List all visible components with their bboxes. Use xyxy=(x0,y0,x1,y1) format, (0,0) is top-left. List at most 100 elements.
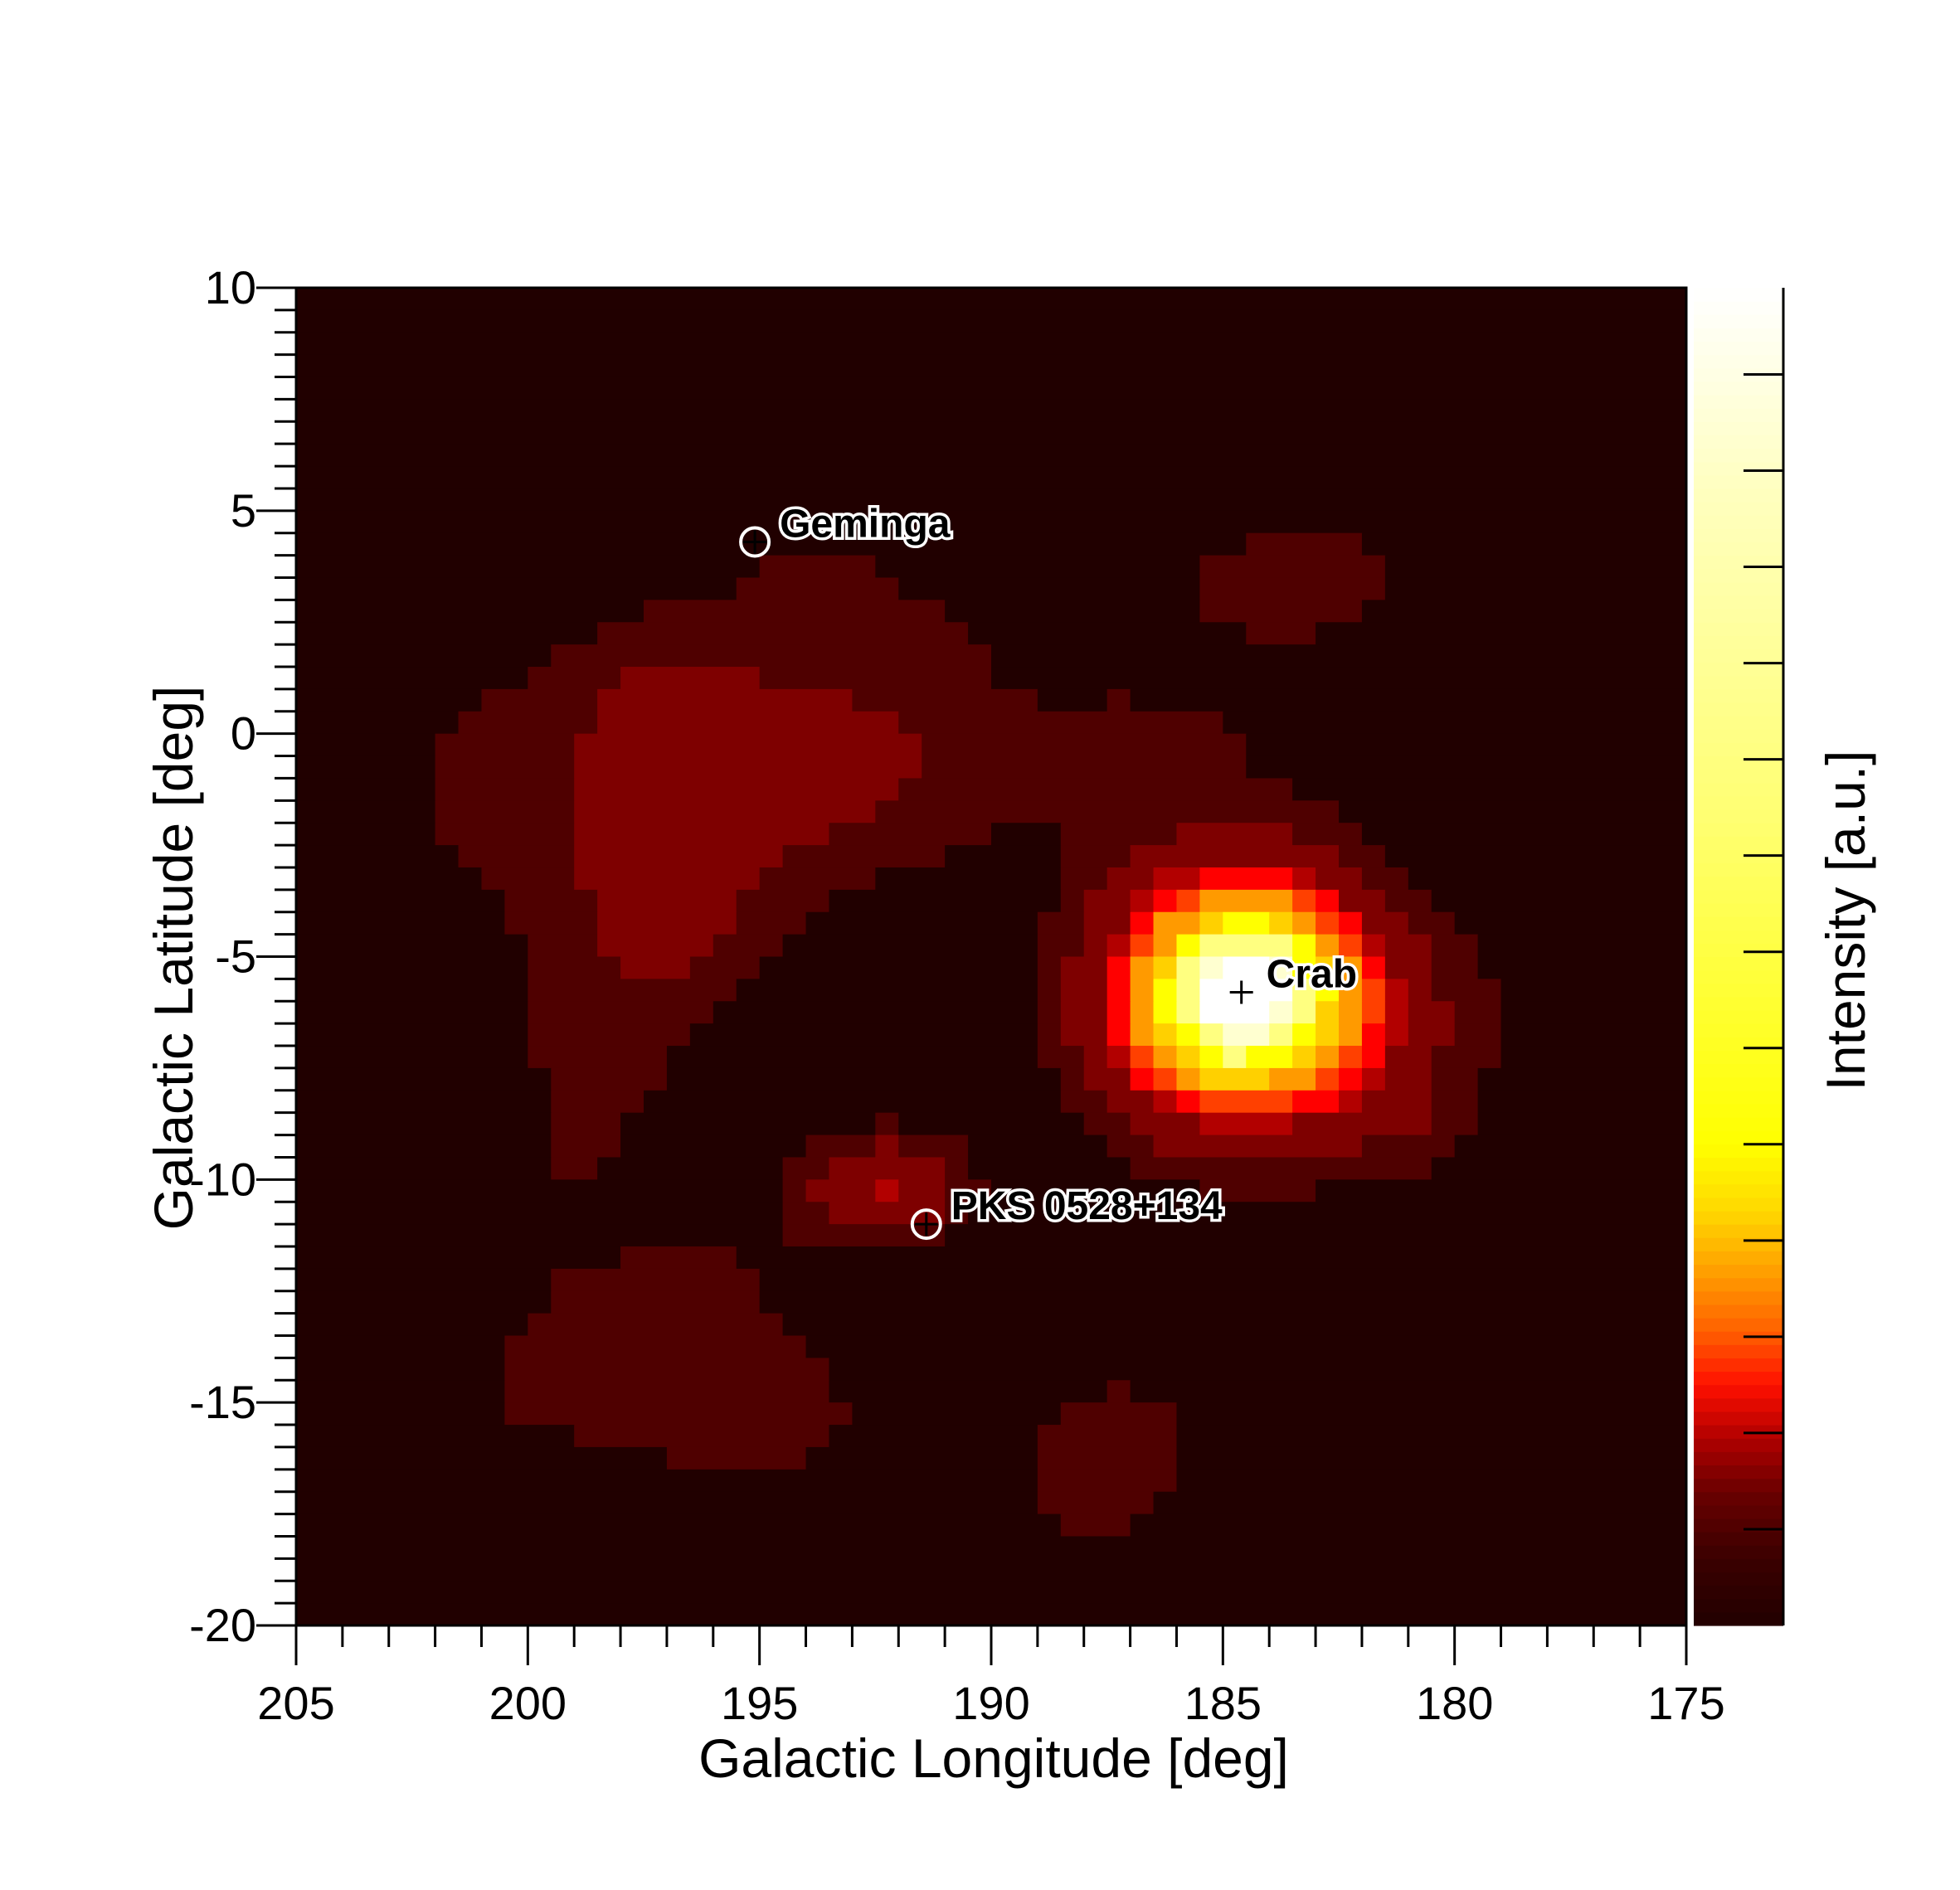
heatmap-cell xyxy=(1408,867,1687,891)
heatmap-cell xyxy=(296,288,1687,311)
heatmap-cell xyxy=(875,1112,899,1136)
heatmap-cell xyxy=(1176,1067,1200,1091)
heatmap-cell xyxy=(574,823,830,846)
colorbar-step xyxy=(1694,862,1783,877)
heatmap-cell xyxy=(1408,979,1432,1002)
colorbar-step xyxy=(1694,381,1783,396)
colorbar-step xyxy=(1694,1491,1783,1506)
source-marker: Geminga xyxy=(739,499,953,558)
heatmap-cell xyxy=(574,800,876,824)
heatmap-cell xyxy=(296,1491,1038,1515)
heatmap-cell xyxy=(759,956,1038,979)
heatmap-cell xyxy=(1176,979,1200,1002)
heatmap-cell xyxy=(296,1268,552,1292)
heatmap-cell xyxy=(1037,1001,1062,1024)
heatmap-cell xyxy=(296,956,528,979)
heatmap-cell xyxy=(1223,956,1270,979)
colorbar-step xyxy=(1694,716,1783,730)
heatmap-cell xyxy=(1316,1067,1340,1091)
heatmap-cell xyxy=(504,1335,807,1358)
heatmap-cell xyxy=(1199,1112,1293,1136)
heatmap-cell xyxy=(1292,911,1316,935)
heatmap-cell xyxy=(1106,867,1155,891)
heatmap-cell xyxy=(689,956,761,979)
heatmap-cell xyxy=(1176,1425,1687,1448)
heatmap-cell xyxy=(1384,956,1432,979)
colorbar-step xyxy=(1694,1425,1783,1439)
heatmap-cell xyxy=(1037,1046,1085,1069)
heatmap-cell xyxy=(1246,622,1316,645)
heatmap-cell xyxy=(782,845,946,868)
heatmap-cell xyxy=(296,577,737,600)
y-axis: 10 5 0 -5 -10 -15 -20 xyxy=(189,261,298,1651)
heatmap-cell xyxy=(1316,867,1363,891)
heatmap-cell xyxy=(1083,1067,1131,1091)
source-markers: Geminga Crab PKS 0528+134 xyxy=(739,499,1360,1241)
heatmap-cell xyxy=(620,1246,737,1270)
heatmap-cell xyxy=(713,1001,1038,1024)
heatmap-cell xyxy=(1083,934,1108,958)
heatmap-cell xyxy=(1223,711,1687,735)
heatmap-cell xyxy=(1130,688,1687,712)
colorbar-step xyxy=(1694,568,1783,583)
heatmap-cell xyxy=(782,1179,807,1203)
heatmap-cell xyxy=(1130,1001,1155,1024)
heatmap-cell xyxy=(296,756,436,780)
heatmap-cell xyxy=(1292,1023,1316,1047)
heatmap-cell xyxy=(551,1067,668,1091)
heatmap-cell xyxy=(1176,1446,1687,1470)
heatmap-cell xyxy=(296,444,1687,467)
colorbar-step xyxy=(1694,542,1783,556)
heatmap-cell xyxy=(1477,934,1687,958)
colorbar-step xyxy=(1694,435,1783,449)
heatmap-cell xyxy=(1339,800,1687,824)
heatmap-cell xyxy=(1361,1046,1386,1069)
colorbar-step xyxy=(1694,314,1783,328)
colorbar-step xyxy=(1694,1585,1783,1600)
heatmap-cell xyxy=(1199,555,1386,579)
heatmap-cell xyxy=(1153,1090,1178,1114)
heatmap-cell xyxy=(782,934,1038,958)
heatmap-cell xyxy=(782,1157,830,1180)
colorbar-label: Intensity [a.u.] xyxy=(1815,751,1876,1091)
heatmap-cell xyxy=(1269,1067,1316,1091)
heatmap-cell xyxy=(968,1202,1687,1225)
heatmap-cell xyxy=(574,1425,830,1448)
heatmap-cell xyxy=(1500,1001,1687,1024)
heatmap-cell xyxy=(1060,956,1108,979)
source-cross xyxy=(1229,980,1253,1004)
heatmap-cell xyxy=(875,800,1340,824)
colorbar-step xyxy=(1694,354,1783,369)
heatmap-cell xyxy=(481,867,575,891)
heatmap-cell xyxy=(1083,911,1131,935)
y-tick-label: -15 xyxy=(189,1376,256,1428)
heatmap-cell xyxy=(1060,1513,1131,1538)
heatmap-cell xyxy=(551,1268,761,1292)
source-cross xyxy=(743,530,767,554)
heatmap-cell xyxy=(1477,1112,1687,1136)
colorbar-step xyxy=(1694,341,1783,356)
heatmap-cell xyxy=(1292,1001,1316,1024)
heatmap-cell xyxy=(1199,1023,1223,1047)
colorbar-step xyxy=(1694,649,1783,663)
heatmap-cell xyxy=(296,1469,1038,1493)
colorbar-step xyxy=(1694,1277,1783,1292)
heatmap-cell xyxy=(1408,1023,1456,1047)
colorbar-step xyxy=(1694,1210,1783,1225)
heatmap-cell xyxy=(1037,934,1085,958)
source-label: Crab xyxy=(1267,953,1357,997)
source-marker: Crab xyxy=(1229,950,1360,1004)
heatmap-cell xyxy=(504,911,598,935)
heatmap-cell xyxy=(296,1202,784,1225)
colorbar-step xyxy=(1694,1144,1783,1159)
heatmap-cell xyxy=(1431,956,1479,979)
heatmap-cell xyxy=(1361,600,1687,623)
colorbar-step xyxy=(1694,1545,1783,1559)
colorbar-step xyxy=(1694,943,1783,958)
heatmap-cell xyxy=(805,1335,1687,1358)
source-circle xyxy=(910,1208,942,1241)
heatmap-cell xyxy=(1176,1090,1200,1114)
heatmap-cell xyxy=(296,644,552,668)
heatmap-cell xyxy=(296,1335,505,1358)
heatmap-cell xyxy=(296,1046,528,1069)
